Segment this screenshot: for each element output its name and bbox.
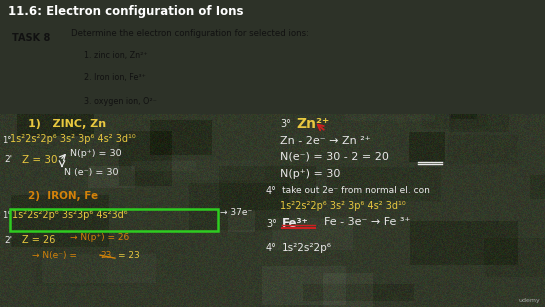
Text: 4°: 4° (266, 243, 277, 253)
Text: N(e⁻) = 30 - 2 = 20: N(e⁻) = 30 - 2 = 20 (280, 151, 389, 161)
Text: 1s²2s²2p⁶: 1s²2s²2p⁶ (282, 243, 332, 253)
Bar (10, 209, 218, 231)
Text: Zn - 2e⁻ → Zn ²⁺: Zn - 2e⁻ → Zn ²⁺ (280, 135, 371, 146)
Text: 1)   ZINC, Zn: 1) ZINC, Zn (28, 119, 106, 129)
Text: → N(e⁻) =: → N(e⁻) = (32, 251, 77, 260)
Text: udemy: udemy (518, 298, 540, 303)
Text: 3°: 3° (266, 219, 277, 229)
Text: 1. zinc ion, Zn²⁺: 1. zinc ion, Zn²⁺ (84, 51, 148, 60)
Text: 11.6: Electron configuration of Ions: 11.6: Electron configuration of Ions (8, 5, 244, 18)
Text: Fe - 3e⁻ → Fe ³⁺: Fe - 3e⁻ → Fe ³⁺ (324, 217, 410, 227)
Text: 4°: 4° (266, 186, 277, 196)
Text: 23: 23 (100, 251, 111, 260)
Text: N (e⁻) = 30: N (e⁻) = 30 (64, 169, 118, 177)
Text: take out 2e⁻ from normal el. con: take out 2e⁻ from normal el. con (282, 186, 430, 195)
Text: 2. Iron ion, Fe³⁺: 2. Iron ion, Fe³⁺ (84, 73, 147, 82)
Text: 2': 2' (4, 155, 12, 165)
Text: 1°: 1° (2, 135, 11, 145)
Text: Z = 30: Z = 30 (22, 155, 58, 165)
Text: Zn²⁺: Zn²⁺ (296, 117, 329, 130)
Text: 1s²2s²2p⁶ 3s² 3p⁶ 4s² 3d¹⁰: 1s²2s²2p⁶ 3s² 3p⁶ 4s² 3d¹⁰ (280, 201, 405, 211)
Text: Determine the electron configuration for selected ions:: Determine the electron configuration for… (71, 29, 309, 38)
Text: N(p⁺) = 30: N(p⁺) = 30 (280, 169, 341, 179)
Text: Z = 26: Z = 26 (22, 235, 56, 245)
Text: 2)  IRON, Fe: 2) IRON, Fe (28, 191, 98, 201)
Text: 3°: 3° (280, 119, 291, 129)
Text: 1°: 1° (2, 211, 11, 220)
Text: → 37e⁻: → 37e⁻ (220, 208, 252, 217)
Text: = 23: = 23 (118, 251, 140, 260)
Text: 1s²2s²2p⁶ 3s² 3p⁶ 4s² 3d¹⁰: 1s²2s²2p⁶ 3s² 3p⁶ 4s² 3d¹⁰ (10, 134, 136, 144)
Text: N(p⁺) = 30: N(p⁺) = 30 (70, 150, 122, 158)
Text: 1s²2s²2p⁶ 3s²3p⁶ 4s²3d⁶: 1s²2s²2p⁶ 3s²3p⁶ 4s²3d⁶ (12, 210, 128, 220)
Text: Fe³⁺: Fe³⁺ (282, 217, 309, 230)
Text: TASK 8: TASK 8 (12, 33, 50, 43)
Text: → N(p⁺) = 26: → N(p⁺) = 26 (70, 233, 129, 242)
Text: 2': 2' (4, 236, 12, 245)
Text: 3. oxygen ion, O²⁻: 3. oxygen ion, O²⁻ (84, 97, 158, 106)
